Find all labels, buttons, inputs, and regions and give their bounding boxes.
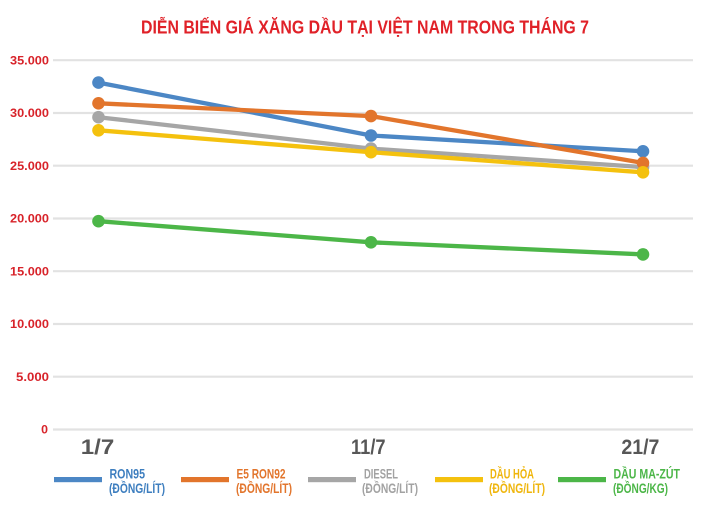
svg-text:DIỄN BIẾN GIÁ XĂNG DẦU TẠI VIỆ: DIỄN BIẾN GIÁ XĂNG DẦU TẠI VIỆT NAM TRON… — [141, 17, 589, 38]
svg-text:30.000: 30.000 — [10, 106, 49, 120]
svg-text:15.000: 15.000 — [10, 264, 49, 278]
svg-text:(ĐỒNG/LÍT): (ĐỒNG/LÍT) — [109, 479, 165, 496]
svg-text:(ĐỒNG/LÍT): (ĐỒNG/LÍT) — [489, 479, 545, 496]
svg-text:(ĐỒNG/KG): (ĐỒNG/KG) — [613, 479, 668, 496]
svg-text:DẦU MA-ZÚT: DẦU MA-ZÚT — [614, 464, 681, 481]
svg-text:DIESEL: DIESEL — [364, 466, 398, 481]
svg-text:21/7: 21/7 — [621, 434, 659, 459]
svg-text:11/7: 11/7 — [351, 434, 386, 459]
svg-text:0: 0 — [41, 423, 48, 437]
svg-text:RON95: RON95 — [110, 466, 146, 481]
svg-text:20.000: 20.000 — [10, 212, 49, 226]
svg-text:5.000: 5.000 — [16, 370, 49, 384]
svg-text:10.000: 10.000 — [10, 317, 49, 331]
svg-text:(ĐỒNG/LÍT): (ĐỒNG/LÍT) — [236, 479, 292, 496]
svg-text:(ĐỒNG/LÍT): (ĐỒNG/LÍT) — [362, 479, 418, 496]
svg-text:1/7: 1/7 — [81, 434, 115, 459]
svg-text:DẦU HỎA: DẦU HỎA — [490, 464, 534, 481]
svg-text:E5 RON92: E5 RON92 — [237, 466, 286, 481]
svg-text:35.000: 35.000 — [10, 53, 49, 67]
svg-text:25.000: 25.000 — [10, 159, 49, 173]
